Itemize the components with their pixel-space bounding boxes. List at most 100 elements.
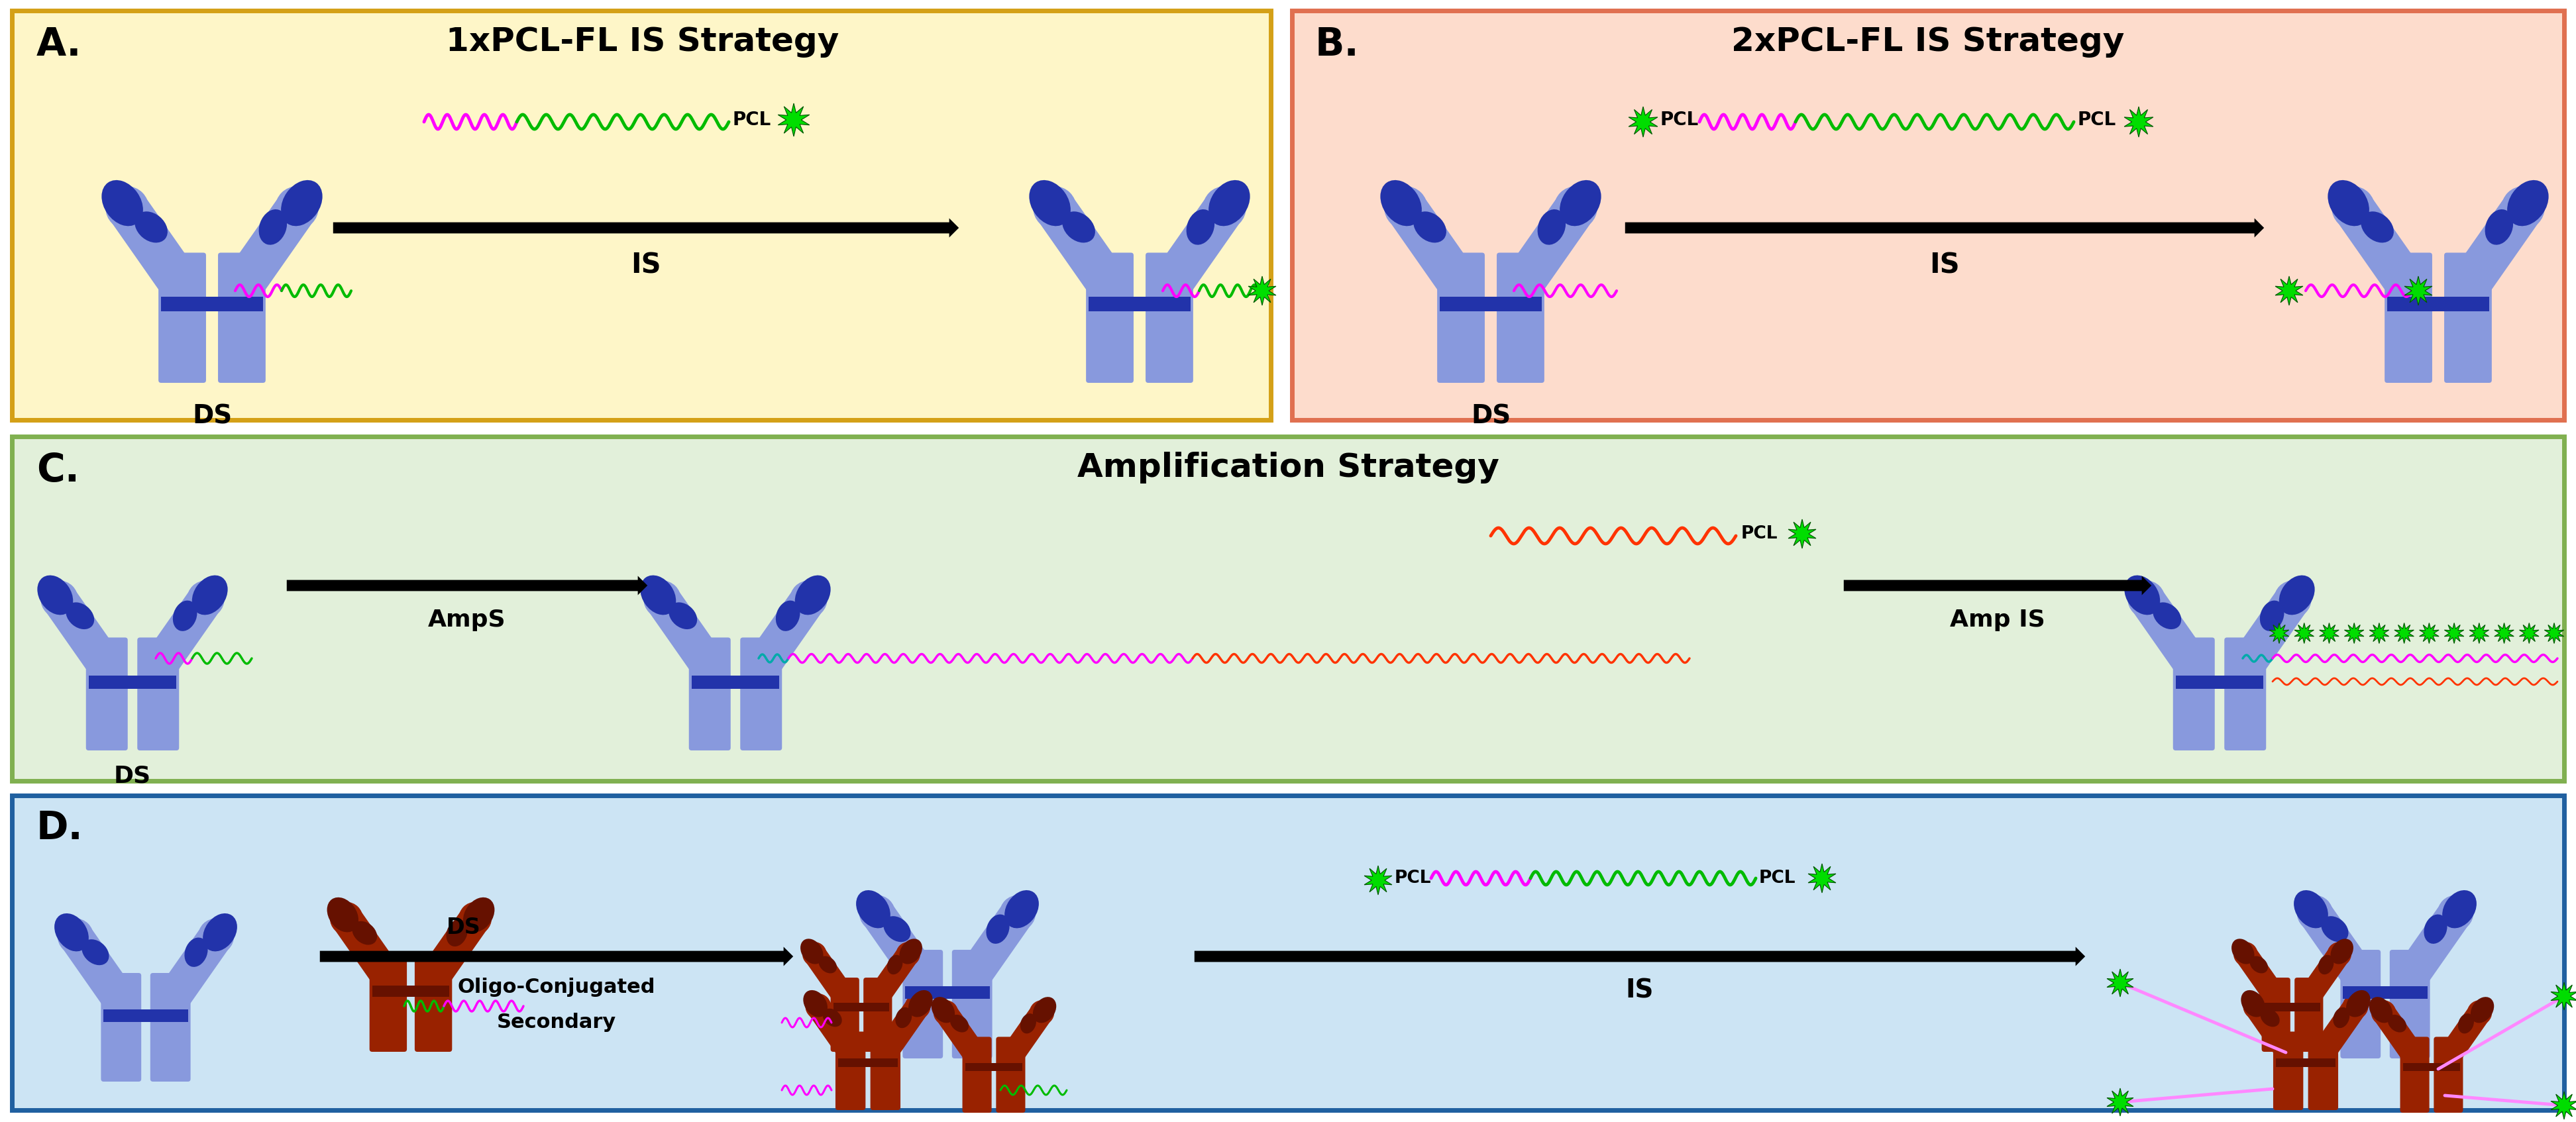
Text: DS: DS [446, 917, 482, 938]
Polygon shape [935, 1005, 987, 1064]
FancyBboxPatch shape [160, 252, 206, 383]
Polygon shape [2439, 1005, 2488, 1064]
Polygon shape [2107, 969, 2133, 996]
Polygon shape [747, 589, 824, 678]
Ellipse shape [193, 576, 227, 615]
Text: PCL: PCL [2076, 111, 2115, 129]
FancyBboxPatch shape [13, 10, 1270, 420]
FancyBboxPatch shape [2385, 252, 2432, 383]
FancyBboxPatch shape [2174, 637, 2215, 751]
FancyBboxPatch shape [2262, 977, 2290, 1051]
FancyBboxPatch shape [690, 675, 781, 689]
Polygon shape [2403, 276, 2432, 305]
Circle shape [2403, 1046, 2427, 1069]
Circle shape [2331, 186, 2375, 229]
Circle shape [188, 581, 224, 617]
Circle shape [804, 942, 827, 966]
Text: AmpS: AmpS [428, 609, 505, 632]
Ellipse shape [2388, 1014, 2406, 1032]
Circle shape [2233, 942, 2257, 966]
FancyBboxPatch shape [2344, 986, 2427, 999]
Circle shape [88, 649, 126, 686]
Circle shape [1090, 266, 1131, 307]
Ellipse shape [801, 939, 824, 964]
Text: PCL: PCL [1741, 525, 1777, 542]
Ellipse shape [1381, 181, 1422, 226]
Ellipse shape [2318, 955, 2334, 975]
Polygon shape [2295, 623, 2313, 643]
Circle shape [2329, 942, 2352, 966]
FancyBboxPatch shape [863, 977, 891, 1051]
Ellipse shape [2347, 990, 2370, 1017]
FancyBboxPatch shape [963, 1037, 992, 1113]
Circle shape [1499, 266, 1540, 307]
Circle shape [162, 266, 204, 307]
FancyBboxPatch shape [2401, 1037, 2429, 1113]
Text: DS: DS [1471, 404, 1510, 429]
FancyBboxPatch shape [835, 1031, 866, 1110]
Polygon shape [2545, 623, 2563, 643]
Ellipse shape [2470, 997, 2494, 1023]
Text: PCL: PCL [732, 111, 770, 129]
Ellipse shape [2424, 914, 2447, 944]
Circle shape [2128, 581, 2164, 617]
FancyBboxPatch shape [871, 1031, 902, 1110]
FancyBboxPatch shape [162, 296, 263, 312]
Circle shape [1030, 1001, 1054, 1024]
Polygon shape [2236, 947, 2285, 1004]
Circle shape [832, 986, 858, 1009]
Polygon shape [420, 909, 489, 987]
FancyBboxPatch shape [1440, 296, 1540, 312]
Polygon shape [224, 195, 314, 298]
Ellipse shape [884, 917, 912, 942]
Ellipse shape [185, 938, 209, 967]
Circle shape [2177, 649, 2213, 686]
Polygon shape [2470, 623, 2488, 643]
Circle shape [999, 1046, 1023, 1069]
Polygon shape [2494, 623, 2514, 643]
FancyBboxPatch shape [13, 795, 2563, 1110]
Circle shape [417, 962, 448, 994]
Ellipse shape [855, 890, 891, 928]
Text: 2xPCL-FL IS Strategy: 2xPCL-FL IS Strategy [1731, 26, 2125, 57]
Text: PCL: PCL [1394, 870, 1432, 886]
Polygon shape [2372, 1005, 2424, 1064]
Circle shape [904, 994, 930, 1019]
FancyBboxPatch shape [2391, 950, 2429, 1058]
FancyBboxPatch shape [2434, 1037, 2463, 1113]
FancyBboxPatch shape [88, 675, 175, 689]
Polygon shape [868, 947, 917, 1004]
Text: PCL: PCL [1662, 111, 1700, 129]
Circle shape [59, 919, 93, 954]
Polygon shape [2275, 276, 2303, 305]
Circle shape [866, 986, 889, 1009]
FancyBboxPatch shape [85, 637, 129, 751]
Ellipse shape [258, 210, 286, 245]
Ellipse shape [446, 920, 469, 947]
FancyBboxPatch shape [2308, 1031, 2339, 1110]
Ellipse shape [2241, 990, 2264, 1017]
Text: Oligo-Conjugated: Oligo-Conjugated [459, 977, 654, 996]
Polygon shape [2393, 623, 2414, 643]
Circle shape [139, 649, 175, 686]
FancyBboxPatch shape [904, 986, 989, 999]
Polygon shape [1788, 519, 1816, 549]
Circle shape [2275, 1040, 2300, 1065]
Ellipse shape [2125, 576, 2161, 615]
Ellipse shape [54, 913, 88, 951]
Text: D.: D. [36, 809, 82, 847]
Circle shape [1203, 186, 1247, 229]
Ellipse shape [36, 576, 72, 615]
Circle shape [2344, 960, 2378, 995]
Polygon shape [958, 903, 1033, 988]
FancyBboxPatch shape [902, 950, 943, 1058]
Polygon shape [1151, 195, 1242, 298]
Polygon shape [332, 909, 402, 987]
Ellipse shape [2486, 210, 2514, 245]
FancyBboxPatch shape [1293, 10, 2563, 420]
FancyBboxPatch shape [368, 951, 407, 1051]
Ellipse shape [67, 603, 95, 629]
Ellipse shape [464, 898, 495, 932]
Circle shape [2388, 266, 2429, 307]
Polygon shape [2419, 623, 2439, 643]
